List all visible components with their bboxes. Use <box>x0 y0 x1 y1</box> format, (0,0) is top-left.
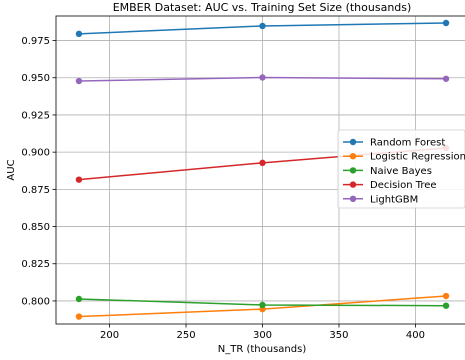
x-tick-label: 200 <box>100 330 119 341</box>
y-tick-label: 0.850 <box>21 222 50 233</box>
legend-marker <box>349 153 357 160</box>
data-point-random-forest <box>442 19 450 27</box>
y-tick-label: 0.950 <box>21 73 50 84</box>
legend-label: Naive Bayes <box>370 166 432 177</box>
data-point-lightgbm <box>75 77 83 85</box>
data-point-logistic-regression <box>75 313 83 320</box>
series-random-forest <box>75 19 450 38</box>
legend-item-lightgbm: LightGBM <box>343 194 418 205</box>
legend-items: Random Forest Logistic Regression Naive Ba… <box>343 138 465 205</box>
legend-item-logistic-regression: Logistic Regression <box>343 152 465 163</box>
data-point-decision-tree <box>75 176 83 183</box>
y-tick-label: 0.875 <box>21 185 50 196</box>
data-point-naive-bayes <box>259 301 266 309</box>
legend-marker <box>349 195 357 202</box>
data-point-lightgbm <box>259 74 266 81</box>
legend-label: Logistic Regression <box>370 152 465 163</box>
y-tick-label: 0.825 <box>21 259 50 270</box>
data-point-random-forest <box>259 22 266 30</box>
legend-item-random-forest: Random Forest <box>343 138 445 149</box>
y-tick-label: 0.800 <box>21 296 50 307</box>
x-tick-label: 400 <box>406 330 425 341</box>
data-point-random-forest <box>75 30 83 38</box>
legend-box <box>337 129 465 209</box>
legend: Random Forest Logistic Regression Naive Ba… <box>337 129 465 209</box>
data-point-logistic-regression <box>442 292 450 300</box>
legend-label: Random Forest <box>370 138 445 149</box>
x-tick-label: 350 <box>329 330 348 341</box>
tick-layer: 200 250 300 350 400 0.800 0.825 0.850 0.875 0.900… <box>21 36 425 341</box>
data-point-lightgbm <box>442 75 450 82</box>
data-point-decision-tree <box>259 159 266 167</box>
data-point-naive-bayes <box>75 295 83 303</box>
legend-label: Decision Tree <box>370 180 437 191</box>
series-layer <box>75 19 450 320</box>
y-tick-label: 0.975 <box>21 36 50 47</box>
series-naive-bayes <box>75 295 450 309</box>
data-point-naive-bayes <box>442 302 450 309</box>
legend-item-naive-bayes: Naive Bayes <box>343 166 432 177</box>
x-axis-label: N_TR (thousands) <box>218 344 307 355</box>
series-logistic-regression <box>75 292 450 320</box>
y-axis-label: AUC <box>6 159 17 180</box>
legend-marker <box>349 138 357 146</box>
x-tick-label: 300 <box>253 330 272 341</box>
legend-item-decision-tree: Decision Tree <box>343 180 437 191</box>
series-lightgbm <box>75 74 450 85</box>
y-tick-label: 0.925 <box>21 110 50 121</box>
legend-marker <box>349 167 357 174</box>
legend-marker <box>349 181 357 188</box>
legend-label: LightGBM <box>370 194 418 205</box>
x-tick-label: 250 <box>176 330 195 341</box>
chart-title: EMBER Dataset: AUC vs. Training Set Size… <box>113 1 412 14</box>
y-tick-label: 0.900 <box>21 148 50 159</box>
